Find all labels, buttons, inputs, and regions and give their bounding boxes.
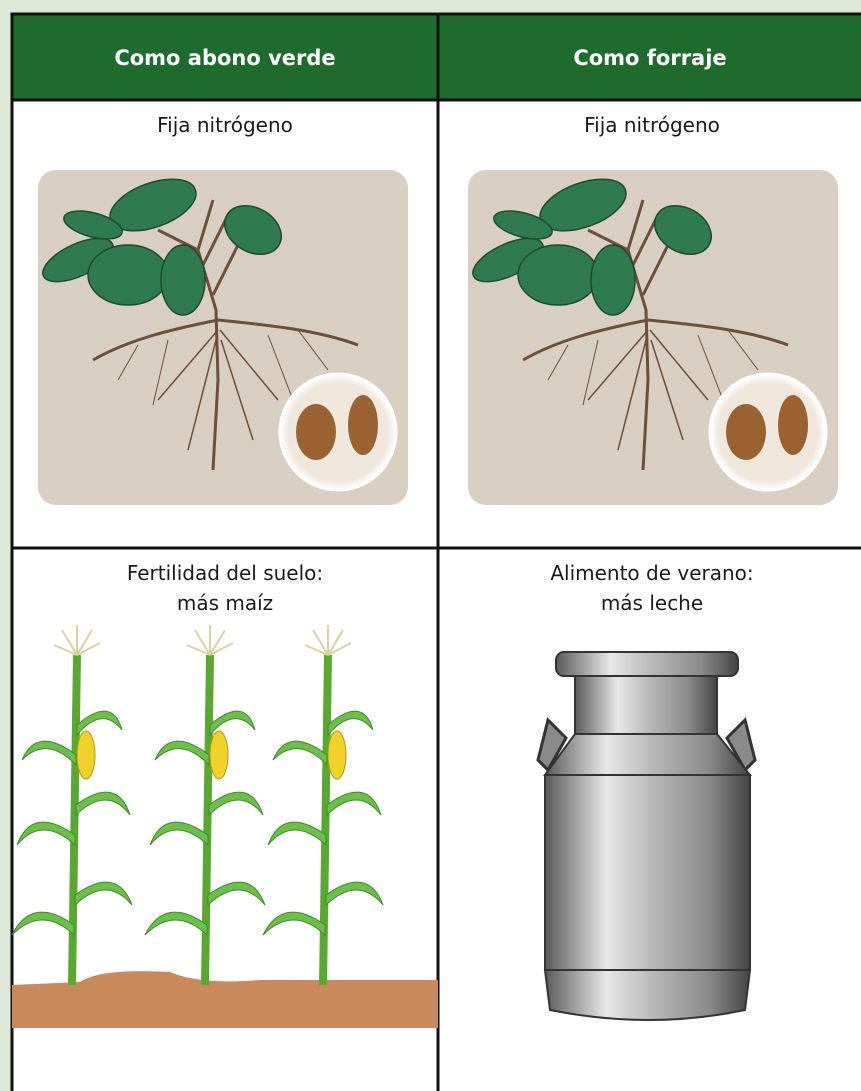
header-cell: Como forraje	[573, 46, 726, 70]
cell-text: más leche	[601, 591, 703, 615]
cell-text: Alimento de verano:	[550, 561, 753, 585]
cell-text: Fertilidad del suelo:	[127, 561, 323, 585]
cell-text: Fija nitrógeno	[584, 113, 720, 137]
cell-text: más maíz	[177, 591, 273, 615]
page: {"table": { "header": ["Como abono verde…	[0, 0, 861, 1091]
table-figure: Como abono verde Como forraje Fija nitró…	[0, 0, 861, 1091]
plant-illustration	[37, 169, 408, 505]
cell-text: Fija nitrógeno	[157, 113, 293, 137]
header-cell: Como abono verde	[114, 46, 335, 70]
plant-illustration	[467, 169, 838, 505]
